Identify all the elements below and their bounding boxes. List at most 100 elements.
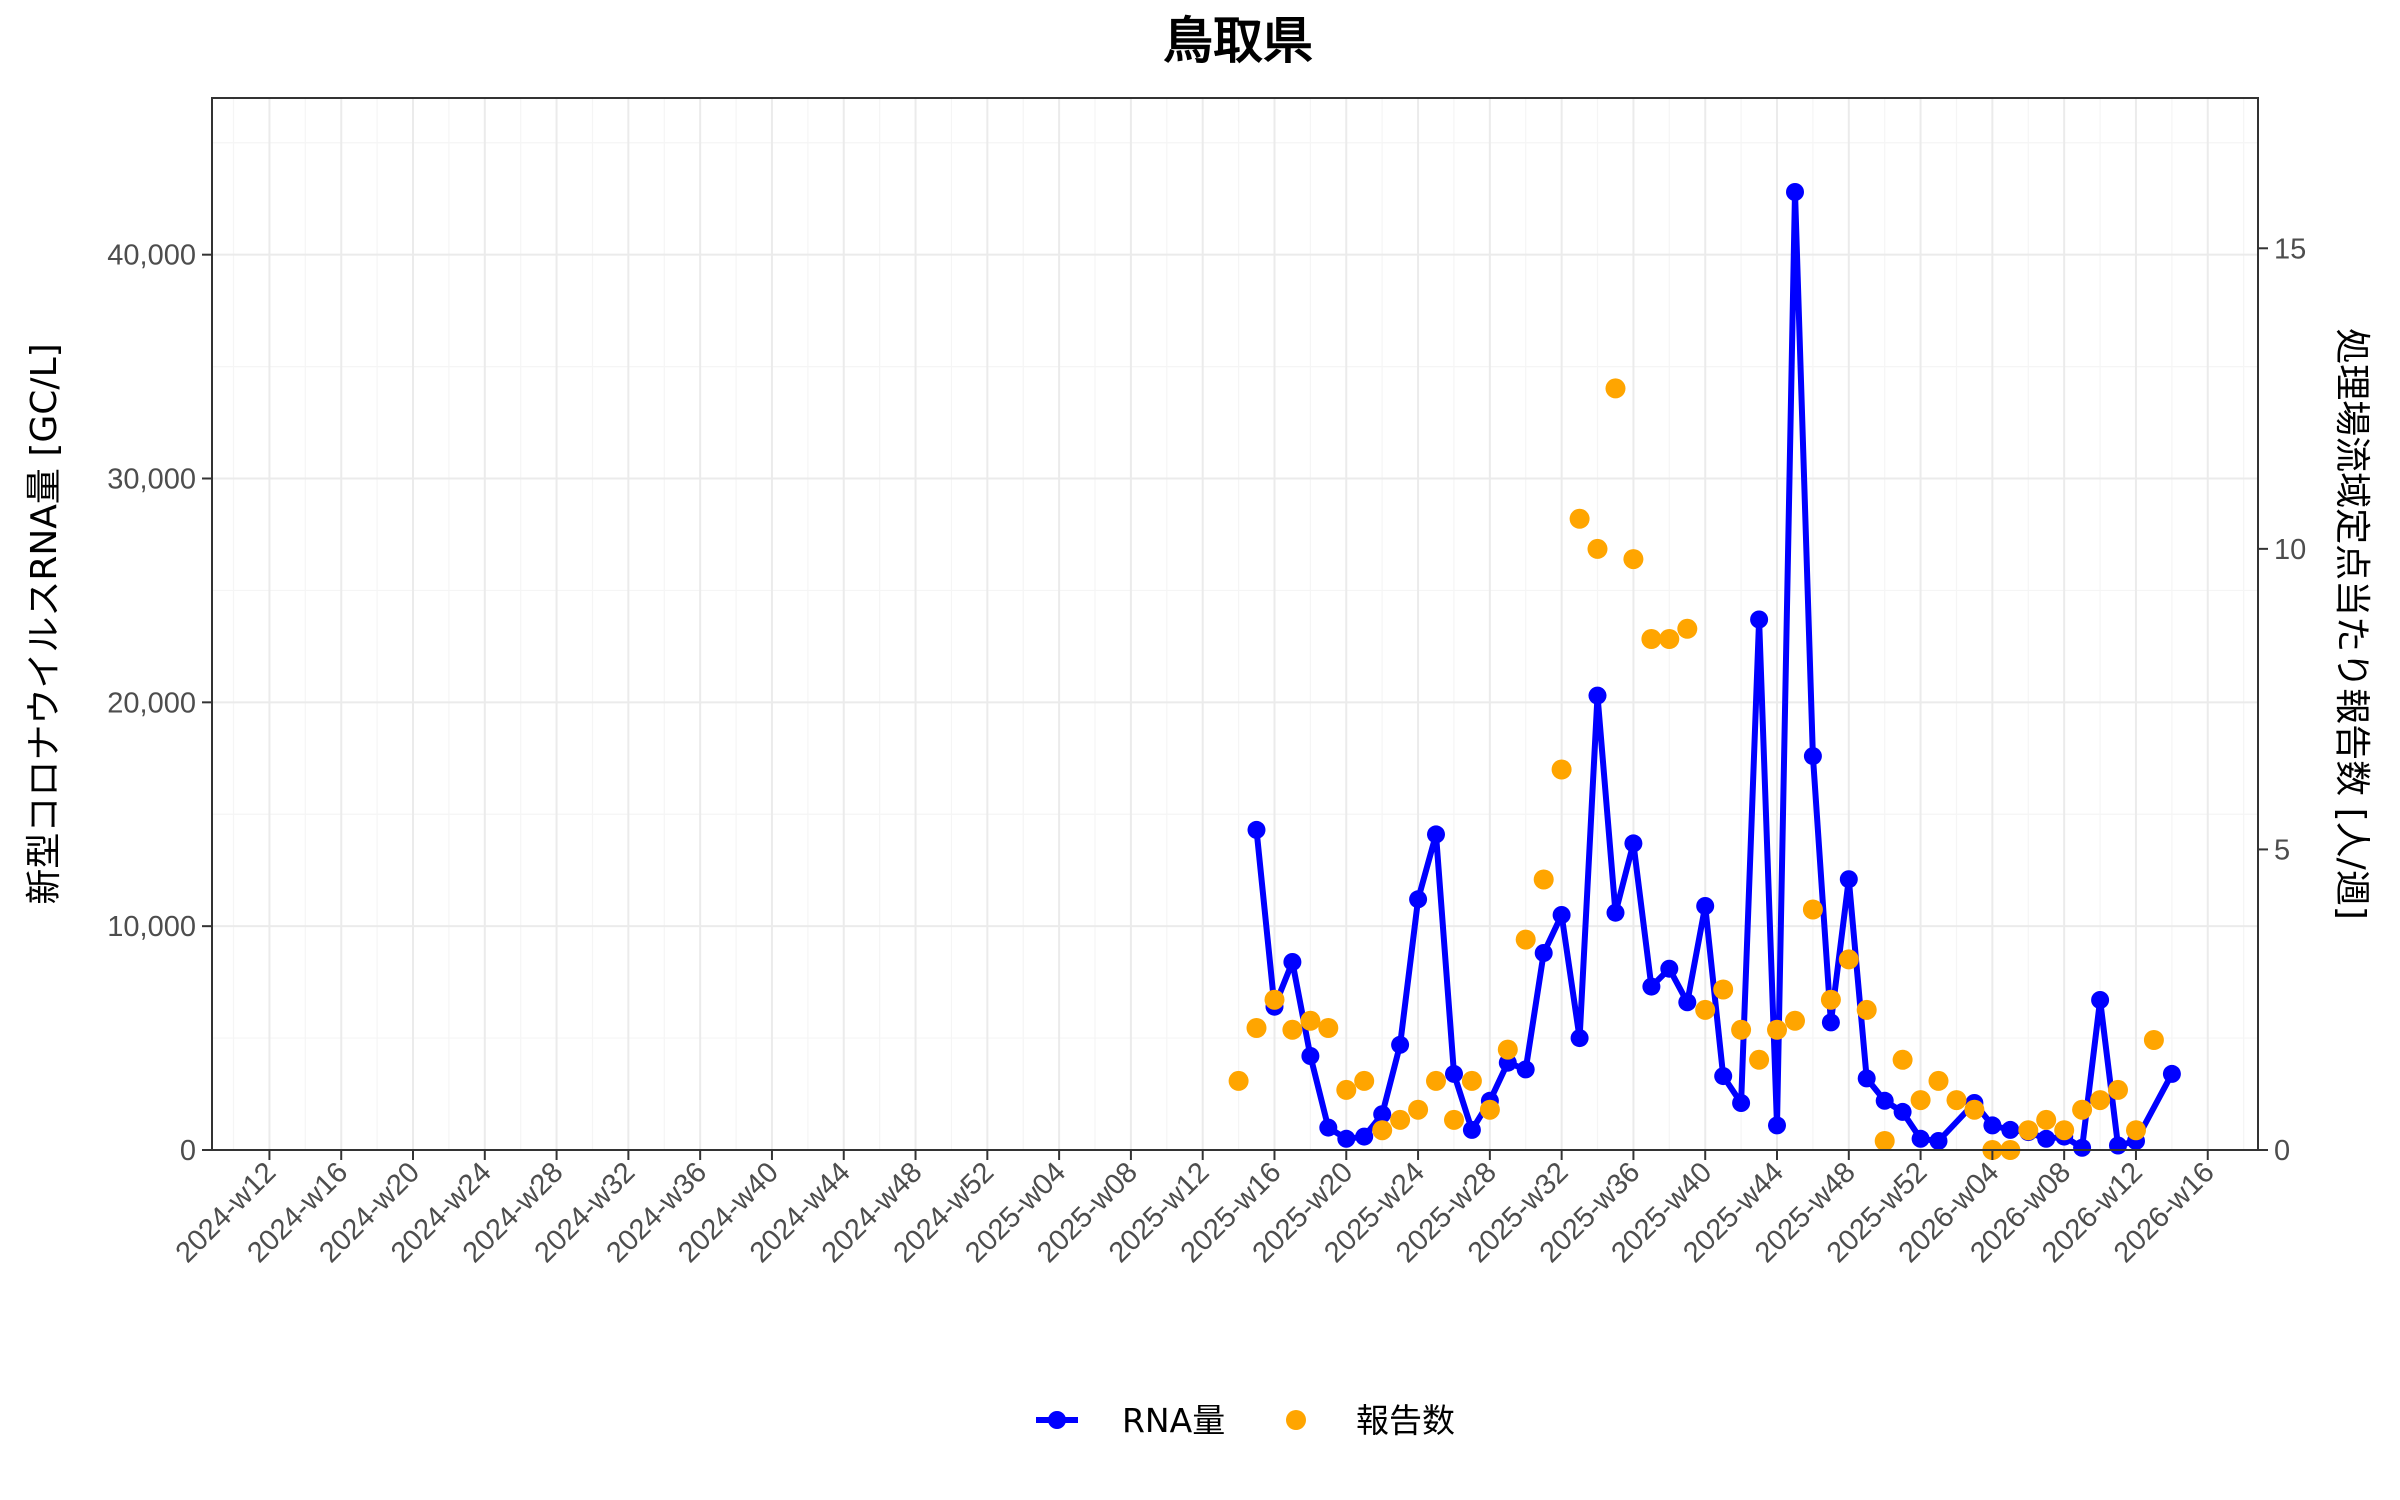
report-point [1479,1099,1500,1120]
report-point [1551,759,1572,780]
legend: RNA量 報告数 [1036,1401,1455,1440]
rna-point [1445,1064,1463,1083]
report-point [1533,869,1554,890]
report-point [2072,1099,2093,1120]
rna-point [1750,610,1769,629]
rna-point [1337,1129,1356,1148]
report-point [1802,899,1823,920]
rna-point [1301,1047,1320,1065]
rna-point [1642,977,1661,996]
report-point [1569,508,1590,529]
report-point [1372,1120,1393,1141]
report-point [1695,999,1716,1020]
rna-point [1768,1116,1786,1135]
rna-point [1786,183,1804,201]
rna-point [1319,1118,1338,1137]
rna-line [1253,189,2175,1151]
report-point [1641,629,1662,649]
rna-point [1247,820,1266,839]
report-point [1892,1049,1913,1070]
report-point [1264,989,1285,1010]
report-point [1785,1010,1805,1031]
report-point [1910,1090,1931,1111]
left-tick-label: 10,000 [107,911,196,943]
rna-point [2037,1129,2056,1148]
report-point [1390,1109,1411,1130]
rna-point [1732,1094,1751,1112]
rna-point [1588,686,1607,705]
report-point [1677,618,1698,639]
left-tick-label: 20,000 [107,687,196,719]
rna-point [2109,1136,2127,1155]
report-point [1282,1019,1303,1040]
rna-point [1714,1067,1733,1086]
rna-point [1570,1029,1589,1048]
rna-point [1516,1060,1535,1079]
legend-reports-point-swatch [1286,1410,1306,1430]
report-point [1426,1070,1446,1091]
report-point [1946,1090,1967,1111]
rna-point [1929,1132,1948,1150]
legend-reports-label: 報告数 [1356,1401,1455,1440]
report-point [1623,549,1644,570]
report-point [1300,1010,1321,1031]
rna-point [1839,870,1858,889]
rna-point [1552,906,1571,924]
legend-item-reports: 報告数 [1286,1401,1455,1440]
rna-point [1373,1105,1392,1124]
report-point [2036,1109,2057,1130]
report-point [1874,1131,1895,1151]
report-point [1497,1039,1518,1060]
legend-item-rna: RNA量 [1036,1401,1225,1440]
report-point [1336,1079,1357,1100]
report-point [1713,979,1734,1000]
rna-point [2091,991,2110,1009]
rna-point [1355,1127,1374,1146]
x-axis: 2024-w122024-w162024-w202024-w242024-w28… [170,1150,2221,1269]
report-point [1318,1018,1339,1038]
report-point [1461,1070,1482,1091]
rna-point [1283,953,1302,971]
rna-point [1409,890,1428,909]
rna-point [1462,1120,1481,1139]
left-axis: 0 10,000 20,000 30,000 40,000 [107,240,212,1167]
report-point [1749,1049,1770,1070]
rna-point [1911,1129,1930,1148]
rna-point [1660,959,1679,978]
rna-point [1606,903,1625,922]
report-point [1515,929,1536,950]
legend-rna-label: RNA量 [1122,1401,1225,1440]
report-point [2143,1030,2164,1050]
rna-point [1678,993,1697,1012]
legend-rna-point-swatch [1048,1411,1066,1429]
rna-point [1624,834,1643,853]
left-axis-label: 新型コロナウイルスRNA量 [GC/L] [24,343,65,904]
report-point [2018,1120,2039,1141]
report-point [1444,1109,1464,1130]
rna-point [1857,1069,1876,1088]
report-point [1605,378,1626,399]
rna-point [2001,1120,2020,1139]
rna-point [1391,1035,1410,1054]
right-axis-label: 処理場流域定点当たり報告数 [人/週] [2331,328,2372,920]
chart-title: 鳥取県 [1163,12,1313,70]
right-tick-label: 10 [2274,534,2306,566]
rna-point [2162,1064,2181,1083]
report-point [1767,1019,1787,1040]
right-tick-label: 0 [2274,1135,2290,1167]
rna-point [1803,747,1822,766]
report-point [1856,999,1877,1020]
right-axis: 0 5 10 15 [2258,233,2306,1167]
rna-point [2073,1138,2092,1157]
report-point [2126,1120,2146,1141]
report-point [1587,538,1608,559]
report-point [1731,1019,1752,1040]
rna-point [1983,1116,2002,1135]
report-point [1820,989,1841,1010]
rna-point [1893,1102,1912,1121]
right-tick-label: 5 [2274,834,2290,866]
left-tick-label: 30,000 [107,464,196,496]
rna-point [1875,1091,1894,1110]
report-point [2054,1120,2075,1141]
